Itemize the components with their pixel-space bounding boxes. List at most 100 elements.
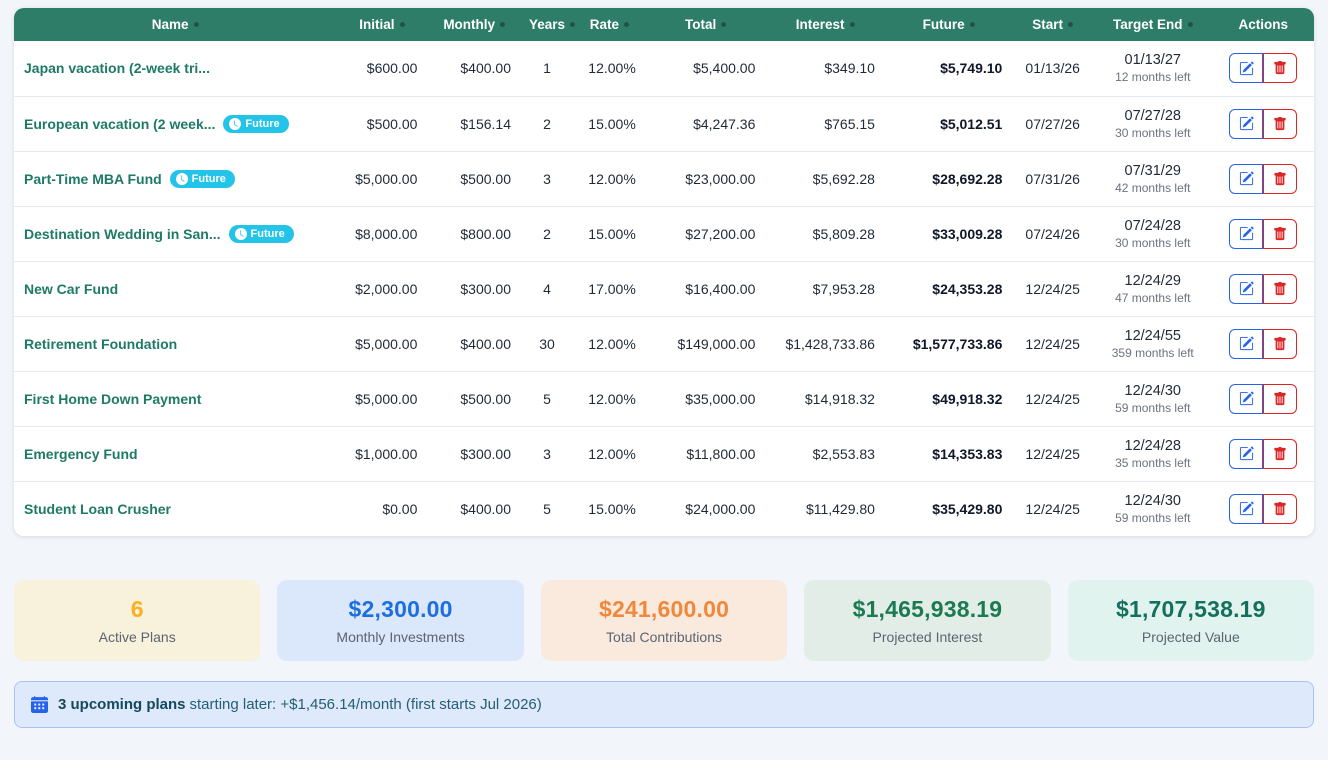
banner-rest-text: starting later: +$1,456.14/month (first …: [189, 696, 542, 713]
delete-button[interactable]: [1263, 493, 1298, 524]
cell-start: 12/24/25: [1012, 260, 1093, 316]
info-dot: [1068, 22, 1074, 27]
summary-card-value: $1,465,938.19: [852, 596, 1003, 622]
cell-rate: 12.00%: [572, 370, 646, 426]
cell-target-end: 07/31/29 42 months left: [1092, 150, 1213, 206]
info-dot: [849, 22, 855, 27]
column-header-initial[interactable]: Initial: [336, 8, 428, 41]
cell-monthly: $500.00: [427, 370, 521, 426]
cell-years: 5: [520, 370, 573, 426]
table-row: Japan vacation (2-week tri... $600.00 $400…: [14, 41, 1314, 96]
column-header-label: Start: [1032, 17, 1064, 32]
cell-total: $24,000.00: [645, 480, 766, 536]
summary-card-label: Projected Value: [1141, 629, 1240, 645]
info-dot: [399, 22, 405, 27]
delete-button[interactable]: [1263, 163, 1298, 194]
cell-initial: $5,000.00: [336, 370, 428, 426]
delete-button[interactable]: [1263, 108, 1298, 139]
column-header-label: Total: [684, 17, 717, 32]
cell-initial: $5,000.00: [336, 150, 428, 206]
delete-button[interactable]: [1263, 383, 1298, 414]
plan-name-wrap: Retirement Foundation: [24, 336, 326, 352]
edit-button[interactable]: [1229, 493, 1264, 524]
column-header-target_end[interactable]: Target End: [1092, 8, 1213, 41]
cell-total: $4,247.36: [645, 95, 766, 151]
summary-card-value: $241,600.00: [598, 596, 730, 622]
cell-target-end: 07/24/28 30 months left: [1092, 205, 1213, 261]
cell-total: $5,400.00: [693, 60, 756, 77]
summary-card-value: $2,300.00: [348, 596, 453, 622]
months-left-label: 59 months left: [1115, 400, 1191, 415]
cell-years: 4: [520, 260, 573, 316]
future-value: $1,577,733.86: [912, 335, 1003, 352]
cell-actions: [1212, 205, 1314, 261]
cell-actions: [1212, 425, 1314, 481]
cell-actions: [1212, 370, 1314, 426]
upcoming-plans-banner: 3 upcoming plans starting later: +$1,456.…: [14, 681, 1314, 728]
cell-initial: $2,000.00: [336, 260, 428, 316]
clock-icon: [175, 172, 188, 185]
cell-name: Japan vacation (2-week tri...: [14, 41, 336, 96]
column-header-future[interactable]: Future: [884, 8, 1013, 41]
delete-button[interactable]: [1263, 273, 1298, 304]
table-row: First Home Down Payment $5,000.00 $500.00 5…: [14, 370, 1314, 426]
column-header-label: Future: [922, 17, 965, 32]
table-row: Destination Wedding in San... Future $8,00…: [14, 205, 1314, 261]
column-header-monthly[interactable]: Monthly: [427, 8, 521, 41]
cell-start: 12/24/25: [1012, 480, 1093, 536]
plan-name: European vacation (2 week...: [24, 115, 216, 132]
column-header-start[interactable]: Start: [1012, 8, 1093, 41]
cell-start: 12/24/25: [1012, 425, 1093, 481]
column-header-label: Years: [528, 17, 566, 32]
cell-initial: $1,000.00: [336, 425, 428, 481]
cell-future: $49,918.32: [884, 370, 1013, 426]
info-dot: [500, 22, 506, 27]
cell-target-end: 12/24/30 59 months left: [1092, 370, 1213, 426]
info-dot: [1187, 22, 1193, 27]
edit-button[interactable]: [1229, 108, 1264, 139]
plan-name: Japan vacation (2-week tri...: [24, 60, 210, 77]
delete-button[interactable]: [1263, 438, 1298, 469]
column-header-name[interactable]: Name: [14, 8, 337, 41]
future-value: $24,353.28: [932, 280, 1003, 297]
summary-card-label: Total Contributions: [606, 629, 722, 645]
delete-button[interactable]: [1263, 328, 1298, 359]
column-header-total[interactable]: Total: [645, 8, 766, 41]
actions-group: [1229, 218, 1298, 249]
edit-button[interactable]: [1229, 383, 1264, 414]
target-end-date: 12/24/30: [1124, 492, 1181, 509]
cell-interest: $765.15: [765, 95, 885, 151]
summary-card-value: 6: [130, 596, 144, 622]
cell-name: Retirement Foundation: [14, 315, 337, 371]
column-header-interest[interactable]: Interest: [765, 8, 885, 41]
pencil-square-icon: [1239, 336, 1254, 351]
summary-card-total-contributions: $241,600.00 Total Contributions: [540, 580, 788, 661]
cell-interest: $1,428,733.86: [765, 315, 885, 371]
column-header-label: Actions: [1238, 17, 1289, 32]
edit-button[interactable]: [1229, 438, 1264, 469]
summary-card-label: Projected Interest: [872, 629, 983, 645]
column-header-rate[interactable]: Rate: [572, 8, 646, 41]
delete-button[interactable]: [1263, 218, 1298, 249]
months-left-label: 12 months left: [1115, 70, 1191, 85]
edit-button[interactable]: [1229, 163, 1264, 194]
cell-start: 12/24/25: [1012, 370, 1093, 426]
edit-button[interactable]: [1229, 218, 1264, 249]
pencil-square-icon: [1239, 61, 1254, 76]
plan-name: Destination Wedding in San...: [24, 225, 221, 242]
plan-name: New Car Fund: [24, 280, 119, 297]
column-header-actions: Actions: [1212, 8, 1314, 41]
future-value: $5,012.51: [940, 115, 1003, 132]
future-value: $35,429.80: [932, 500, 1003, 517]
plan-name-wrap: Destination Wedding in San... Future: [24, 224, 326, 243]
edit-button[interactable]: [1229, 53, 1264, 84]
column-header-years[interactable]: Years: [520, 8, 576, 41]
edit-button[interactable]: [1229, 328, 1264, 359]
cell-actions: [1212, 150, 1314, 206]
summary-card-projected-value: $1,707,538.19 Projected Value: [1067, 580, 1315, 661]
future-badge-label: Future: [191, 172, 226, 185]
cell-years: 3: [520, 150, 573, 206]
delete-button[interactable]: [1263, 53, 1298, 84]
edit-button[interactable]: [1229, 273, 1264, 304]
info-dot: [624, 22, 630, 27]
